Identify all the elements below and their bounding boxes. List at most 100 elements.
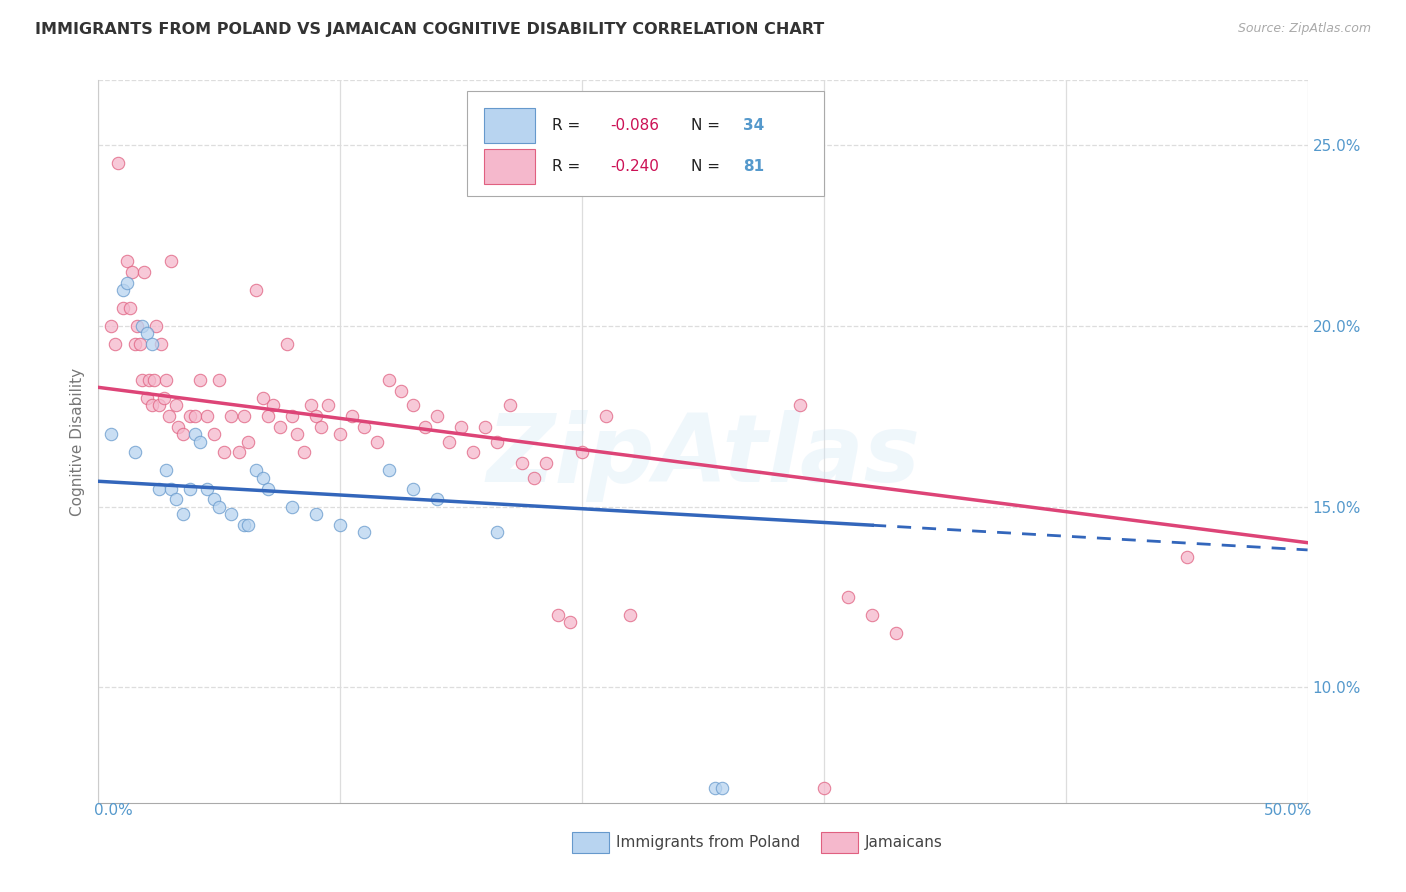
Point	[353, 420, 375, 434]
Point	[377, 463, 399, 477]
Point	[184, 427, 207, 442]
Point	[167, 420, 190, 434]
Bar	[821, 831, 858, 854]
Point	[221, 409, 243, 424]
Point	[124, 337, 146, 351]
Point	[155, 373, 177, 387]
Point	[148, 398, 170, 412]
Point	[299, 398, 322, 412]
Point	[426, 492, 449, 507]
Text: 81: 81	[742, 159, 763, 174]
Point	[152, 391, 174, 405]
Point	[143, 373, 166, 387]
Point	[281, 409, 304, 424]
Point	[704, 781, 727, 796]
Point	[305, 507, 328, 521]
Point	[309, 420, 332, 434]
Point	[547, 607, 569, 622]
Point	[252, 391, 274, 405]
Point	[204, 492, 226, 507]
Point	[128, 337, 150, 351]
Point	[188, 434, 211, 449]
Point	[155, 463, 177, 477]
Point	[157, 409, 180, 424]
Point	[1175, 550, 1198, 565]
Point	[252, 471, 274, 485]
Point	[138, 373, 160, 387]
Point	[262, 398, 284, 412]
Point	[510, 456, 533, 470]
Point	[145, 318, 167, 333]
Point	[402, 482, 425, 496]
Point	[228, 445, 250, 459]
Point	[221, 507, 243, 521]
Point	[450, 420, 472, 434]
Point	[165, 398, 187, 412]
Point	[148, 482, 170, 496]
Text: R =: R =	[551, 159, 581, 174]
Point	[886, 626, 908, 640]
Point	[111, 283, 134, 297]
Point	[245, 283, 267, 297]
FancyBboxPatch shape	[467, 91, 824, 196]
Point	[402, 398, 425, 412]
Point	[135, 326, 157, 341]
Point	[711, 781, 734, 796]
Point	[208, 500, 231, 514]
Point	[195, 482, 218, 496]
Point	[329, 517, 352, 532]
Point	[523, 471, 546, 485]
Point	[269, 420, 291, 434]
Point	[179, 482, 201, 496]
Point	[474, 420, 496, 434]
Point	[837, 590, 859, 604]
Point	[160, 482, 183, 496]
Point	[571, 445, 593, 459]
Point	[111, 301, 134, 315]
Point	[498, 398, 520, 412]
Point	[134, 265, 156, 279]
Point	[595, 409, 617, 424]
Point	[141, 398, 163, 412]
Point	[285, 427, 308, 442]
Point	[127, 318, 149, 333]
Point	[353, 524, 375, 539]
Point	[141, 337, 163, 351]
Point	[366, 434, 388, 449]
Point	[117, 254, 139, 268]
Point	[463, 445, 485, 459]
Text: R =: R =	[551, 119, 581, 133]
Point	[377, 373, 399, 387]
Text: -0.240: -0.240	[610, 159, 659, 174]
Text: -0.086: -0.086	[610, 119, 659, 133]
Text: 50.0%: 50.0%	[1264, 803, 1312, 818]
Point	[558, 615, 581, 630]
Text: Jamaicans: Jamaicans	[865, 835, 943, 850]
Point	[232, 517, 254, 532]
Point	[121, 265, 143, 279]
Text: ZipAtlas: ZipAtlas	[486, 410, 920, 502]
Point	[208, 373, 231, 387]
Point	[389, 384, 412, 398]
Point	[437, 434, 460, 449]
Point	[619, 607, 641, 622]
Point	[305, 409, 328, 424]
Bar	[572, 831, 609, 854]
Point	[426, 409, 449, 424]
Point	[342, 409, 364, 424]
Point	[789, 398, 811, 412]
Point	[316, 398, 339, 412]
Point	[256, 482, 278, 496]
Point	[486, 524, 509, 539]
Bar	[484, 149, 534, 184]
Point	[813, 781, 835, 796]
Text: N =: N =	[690, 159, 720, 174]
Point	[292, 445, 315, 459]
Y-axis label: Cognitive Disability: Cognitive Disability	[69, 368, 84, 516]
Point	[131, 318, 153, 333]
Point	[245, 463, 267, 477]
Point	[212, 445, 235, 459]
Point	[534, 456, 557, 470]
Point	[107, 156, 129, 170]
Point	[172, 427, 194, 442]
